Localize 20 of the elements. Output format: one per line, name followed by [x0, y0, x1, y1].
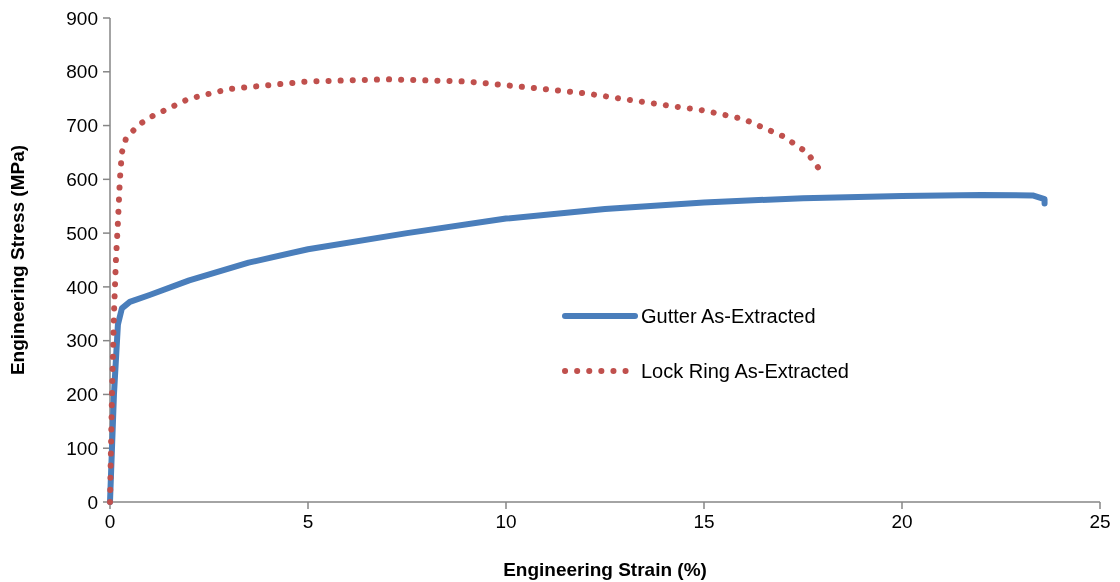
x-tick-label: 10: [495, 511, 517, 532]
x-tick-label: 5: [302, 511, 314, 532]
y-tick-label: 700: [66, 115, 98, 137]
y-tick-label: 800: [66, 61, 98, 83]
y-tick-label: 200: [66, 384, 98, 406]
legend-label: Lock Ring As-Extracted: [641, 360, 849, 382]
x-tick-label: 0: [104, 511, 116, 532]
y-tick-label: 300: [66, 330, 98, 352]
legend-label: Gutter As-Extracted: [641, 305, 816, 327]
y-tick-label: 500: [66, 222, 98, 244]
y-axis-title: Engineering Stress (MPa): [7, 144, 28, 376]
x-tick-label: 15: [693, 511, 715, 532]
y-tick-label: 100: [66, 437, 98, 459]
y-tick-label: 600: [66, 168, 98, 190]
y-tick-label: 400: [66, 276, 98, 298]
y-tick-label: 0: [87, 491, 98, 513]
x-axis-title: Engineering Strain (%): [503, 559, 707, 580]
x-tick-label: 20: [891, 511, 913, 532]
y-tick-label: 900: [66, 7, 98, 29]
x-tick-label: 25: [1089, 511, 1111, 532]
